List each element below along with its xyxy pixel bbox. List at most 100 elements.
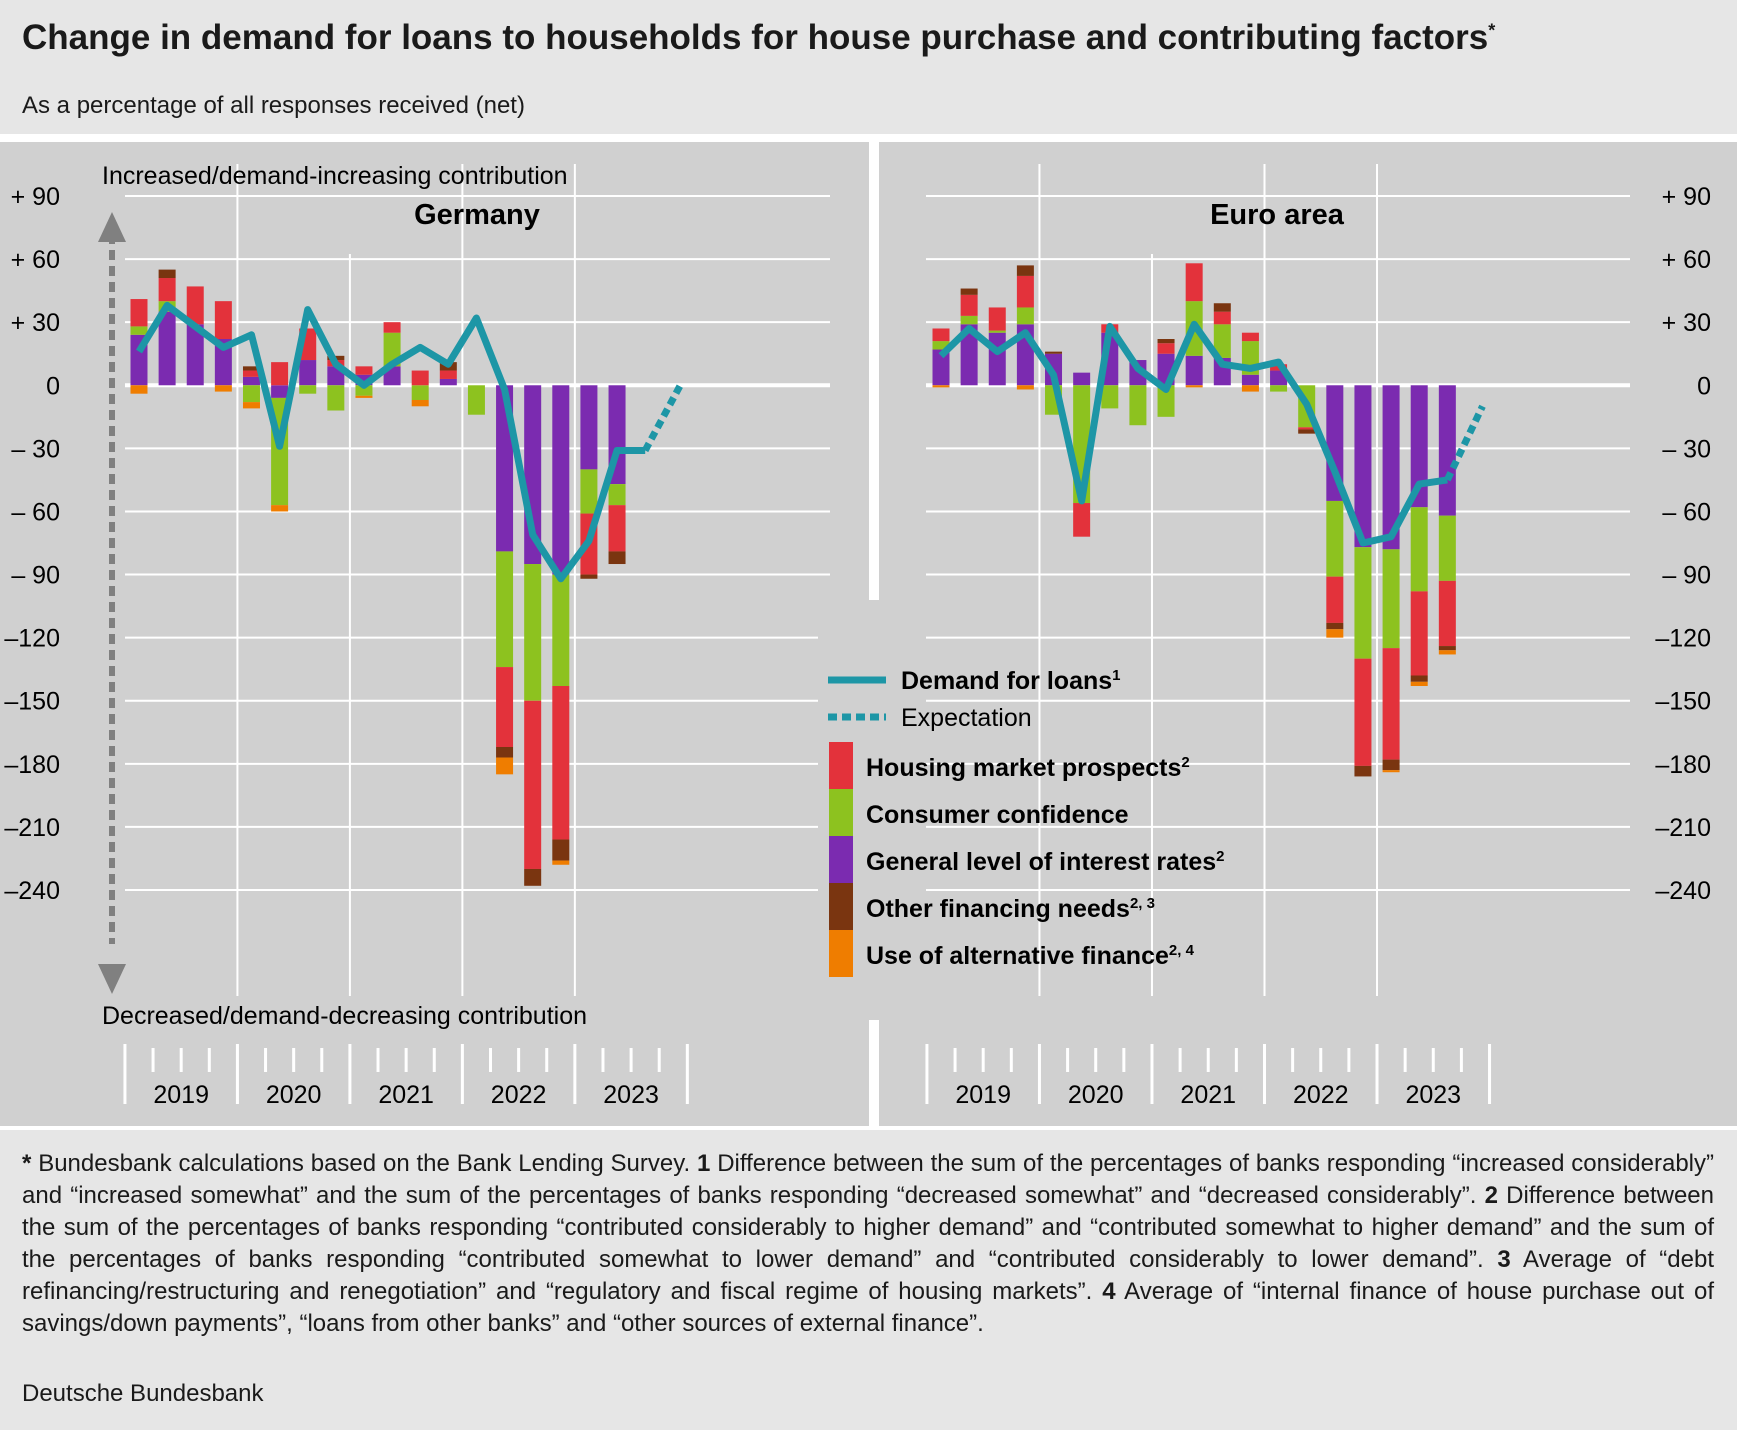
bar-segment-housing — [214, 301, 232, 340]
bar-segment-consumer — [299, 385, 317, 394]
bar-segment-interest — [439, 378, 457, 386]
bar-segment-consumer — [1016, 307, 1034, 325]
y-tick-label-right: – 60 — [1662, 498, 1711, 526]
bar-segment-alt — [355, 395, 373, 398]
legend: Demand for loans1 Expectation Housing ma… — [818, 600, 1225, 1020]
bottom-axis-note: Decreased/demand-decreasing contribution — [102, 1002, 587, 1030]
bar-segment-consumer — [242, 385, 260, 403]
bar-segment-interest — [1354, 385, 1372, 548]
y-tick-label-right: + 30 — [1662, 309, 1711, 337]
bar-segment-other — [1016, 265, 1034, 276]
bar-segment-consumer — [608, 484, 626, 506]
y-tick-label-left: + 90 — [11, 183, 60, 211]
panel-title-germany: Germany — [414, 199, 540, 231]
y-tick-label-left: –180 — [4, 751, 60, 779]
year-label: 2022 — [1293, 1081, 1349, 1109]
bar-segment-alt — [1410, 681, 1428, 687]
bar-segment-other — [1157, 339, 1175, 344]
chart-subtitle: As a percentage of all responses receive… — [22, 92, 525, 119]
y-tick-label-left: + 60 — [11, 246, 60, 274]
bar-segment-other — [960, 288, 978, 295]
bar-segment-consumer — [1270, 385, 1288, 392]
panel-bg-euro-area — [879, 142, 1737, 1126]
bar-segment-housing — [355, 366, 373, 375]
axes-layer: + 90 + 90 + 60 + 60 + 30 + 30 0 0 – 30 – 30 – 60 – … — [4, 183, 1711, 1109]
footnote-text: Average of “debt refinancing/restructuri… — [22, 1246, 1715, 1305]
bar-segment-other — [1213, 303, 1231, 312]
bar-segment-other — [1045, 351, 1063, 354]
legend-label-expectation: Expectation — [901, 704, 1032, 732]
bar-segment-interest — [960, 324, 978, 386]
bar-segment-interest — [552, 385, 570, 575]
y-tick-label-left: –210 — [4, 814, 60, 842]
bar-segment-interest — [271, 385, 289, 398]
footnote-marker: 1 — [696, 1150, 711, 1177]
source-label: Deutsche Bundesbank — [22, 1380, 264, 1407]
bar-segment-alt — [214, 385, 232, 392]
y-tick-label-left: 0 — [46, 372, 60, 400]
bar-segment-housing — [1410, 591, 1428, 676]
year-label: 2019 — [153, 1081, 209, 1109]
footnote-text: Bundesbank calculations based on the Ban… — [31, 1150, 697, 1177]
bar-segment-housing — [496, 667, 514, 747]
bar-segment-interest — [158, 311, 176, 386]
y-tick-label-right: –210 — [1655, 814, 1711, 842]
chart-title: Change in demand for loans to households… — [22, 18, 1496, 57]
bar-segment-consumer — [1382, 549, 1400, 649]
year-label: 2020 — [1068, 1081, 1124, 1109]
legend-label-interest: General level of interest rates2 — [866, 848, 1225, 876]
y-tick-label-left: –120 — [4, 625, 60, 653]
footnote-marker: 4 — [1102, 1278, 1116, 1305]
bar-segment-consumer — [411, 385, 429, 400]
legend-swatch-interest — [829, 836, 853, 883]
year-label: 2023 — [1405, 1081, 1461, 1109]
year-label: 2021 — [378, 1081, 434, 1109]
bar-segment-alt — [411, 399, 429, 407]
bar-segment-consumer — [1354, 547, 1372, 659]
top-axis-note: Increased/demand-increasing contribution — [102, 162, 568, 190]
bar-segment-housing — [158, 278, 176, 302]
bar-segment-interest — [932, 349, 950, 386]
bar-segment-interest — [1382, 385, 1400, 550]
y-tick-label-right: + 60 — [1662, 246, 1711, 274]
bar-segment-housing — [552, 686, 570, 840]
y-tick-label-left: –150 — [4, 688, 60, 716]
bar-segment-other — [524, 868, 542, 886]
bar-segment-alt — [1438, 650, 1456, 655]
bar-segment-alt — [1241, 385, 1259, 392]
bar-segment-other — [1410, 675, 1428, 682]
footnote-marker: 2 — [1484, 1182, 1498, 1209]
y-tick-label-left: + 30 — [11, 309, 60, 337]
bar-segment-consumer — [327, 385, 345, 411]
bar-segment-consumer — [1129, 385, 1147, 426]
bar-segment-other — [1438, 646, 1456, 651]
bar-segment-other — [242, 366, 260, 371]
bar-segment-housing — [932, 328, 950, 342]
y-tick-label-left: – 60 — [11, 498, 60, 526]
demand-line — [938, 320, 1448, 547]
y-tick-label-right: –180 — [1655, 751, 1711, 779]
bar-segment-alt — [552, 860, 570, 865]
bar-segment-interest — [1326, 385, 1344, 501]
y-tick-label-right: + 90 — [1662, 183, 1711, 211]
bar-segment-consumer — [1157, 385, 1175, 417]
bar-segment-housing — [186, 286, 204, 325]
legend-label-alt: Use of alternative finance2, 4 — [866, 942, 1195, 970]
y-tick-label-right: 0 — [1697, 372, 1711, 400]
bar-segment-housing — [1382, 648, 1400, 760]
bar-segment-housing — [1016, 275, 1034, 308]
bar-segment-alt — [496, 757, 514, 775]
bar-segment-housing — [242, 370, 260, 377]
y-tick-label-left: – 30 — [11, 435, 60, 463]
bar-segment-consumer — [960, 315, 978, 325]
chart-area: + 90 + 90 + 60 + 60 + 30 + 30 0 0 – 30 – 30 – 60 – … — [0, 134, 1737, 1130]
footnote-text: Difference between the sum of the percen… — [22, 1150, 1714, 1209]
bar-segment-alt — [271, 505, 289, 512]
legend-swatch-other — [829, 883, 853, 930]
bar-segment-consumer — [496, 551, 514, 668]
bar-segment-other — [1354, 765, 1372, 777]
lines-layer — [136, 301, 1486, 583]
bar-segment-housing — [1213, 311, 1231, 325]
bar-segment-housing — [1438, 580, 1456, 647]
bar-segment-housing — [1354, 658, 1372, 766]
